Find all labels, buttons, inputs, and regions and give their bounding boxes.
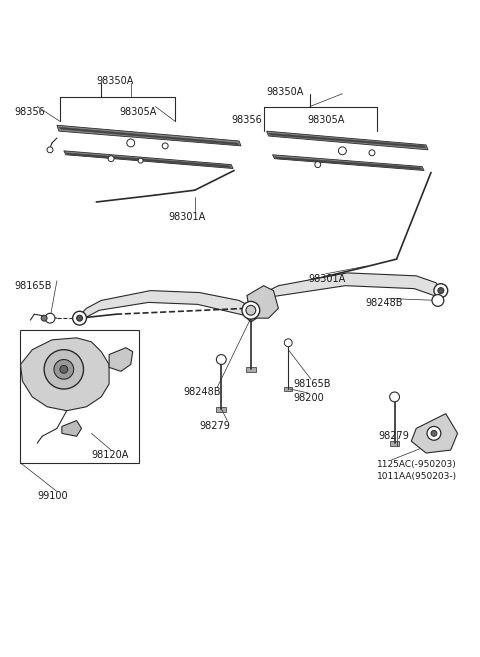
Bar bbox=[21, 330, 139, 463]
Circle shape bbox=[54, 359, 73, 379]
Text: 98279: 98279 bbox=[379, 432, 410, 442]
Text: 98301A: 98301A bbox=[168, 212, 205, 222]
Text: 1011AA(950203-): 1011AA(950203-) bbox=[377, 472, 457, 481]
Text: 98279: 98279 bbox=[200, 420, 230, 430]
Polygon shape bbox=[80, 290, 257, 322]
Text: 1125AC(-950203): 1125AC(-950203) bbox=[377, 460, 456, 469]
Bar bbox=[216, 407, 226, 412]
Text: 98350A: 98350A bbox=[96, 76, 133, 86]
Polygon shape bbox=[109, 348, 133, 371]
Bar bbox=[390, 442, 399, 446]
Polygon shape bbox=[269, 133, 426, 148]
Polygon shape bbox=[247, 286, 278, 318]
Polygon shape bbox=[411, 414, 457, 453]
Text: 98305A: 98305A bbox=[307, 116, 344, 125]
Circle shape bbox=[246, 306, 256, 315]
Circle shape bbox=[315, 162, 321, 168]
Circle shape bbox=[432, 294, 444, 306]
Circle shape bbox=[45, 313, 55, 323]
Circle shape bbox=[127, 139, 135, 147]
Circle shape bbox=[47, 147, 53, 153]
Polygon shape bbox=[59, 127, 239, 145]
Circle shape bbox=[427, 426, 441, 440]
Circle shape bbox=[431, 430, 437, 436]
Circle shape bbox=[44, 350, 84, 389]
Circle shape bbox=[242, 302, 260, 319]
Circle shape bbox=[247, 306, 255, 314]
Polygon shape bbox=[247, 273, 441, 315]
Circle shape bbox=[72, 311, 86, 325]
Circle shape bbox=[438, 288, 444, 294]
Text: 98120A: 98120A bbox=[91, 450, 129, 460]
Polygon shape bbox=[66, 153, 231, 168]
Bar bbox=[284, 387, 292, 391]
Polygon shape bbox=[273, 155, 424, 171]
Text: 99100: 99100 bbox=[37, 491, 68, 501]
Text: 98305A: 98305A bbox=[119, 106, 156, 116]
Circle shape bbox=[41, 315, 47, 321]
Circle shape bbox=[162, 143, 168, 149]
Circle shape bbox=[390, 392, 399, 402]
Polygon shape bbox=[57, 125, 241, 146]
Polygon shape bbox=[266, 131, 428, 150]
Text: 98165B: 98165B bbox=[293, 379, 331, 389]
Polygon shape bbox=[275, 157, 422, 170]
Circle shape bbox=[138, 158, 143, 163]
Bar bbox=[246, 367, 256, 373]
Circle shape bbox=[77, 315, 83, 321]
Text: 98248B: 98248B bbox=[365, 298, 403, 309]
Circle shape bbox=[434, 284, 448, 298]
Polygon shape bbox=[62, 420, 82, 436]
Text: 98356: 98356 bbox=[14, 106, 45, 116]
Polygon shape bbox=[64, 151, 233, 169]
Text: 98248B: 98248B bbox=[183, 387, 220, 397]
Text: 98356: 98356 bbox=[231, 116, 262, 125]
Polygon shape bbox=[21, 338, 109, 411]
Text: 98165B: 98165B bbox=[14, 281, 52, 291]
Circle shape bbox=[338, 147, 347, 155]
Text: 98301A: 98301A bbox=[308, 274, 345, 284]
Circle shape bbox=[60, 365, 68, 373]
Circle shape bbox=[284, 339, 292, 347]
Circle shape bbox=[108, 156, 114, 162]
Text: 98200: 98200 bbox=[293, 393, 324, 403]
Circle shape bbox=[369, 150, 375, 156]
Circle shape bbox=[216, 355, 226, 365]
Text: 98350A: 98350A bbox=[266, 87, 304, 97]
